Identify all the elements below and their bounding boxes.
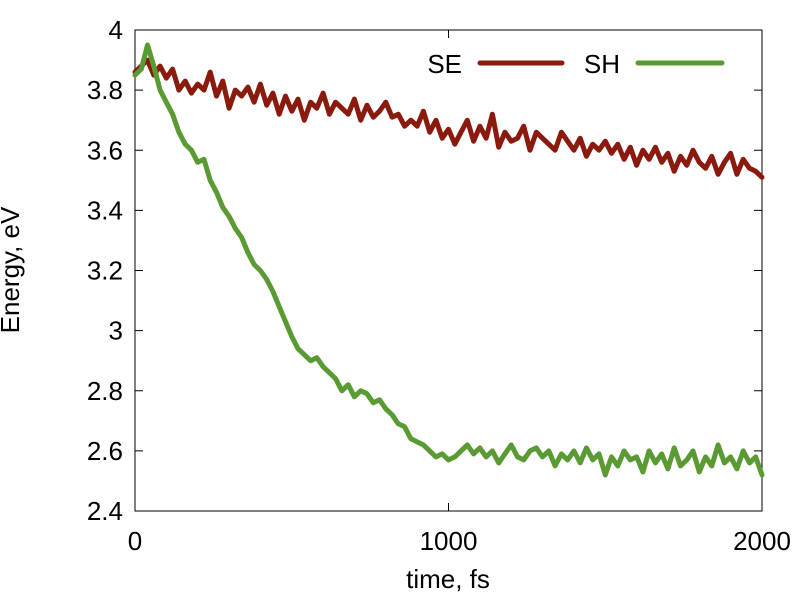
legend-label-se: SE bbox=[427, 49, 462, 79]
y-tick-label: 3.8 bbox=[87, 75, 123, 105]
y-tick-label: 2.6 bbox=[87, 436, 123, 466]
x-axis: 0 1000 2000 bbox=[128, 30, 791, 556]
y-tick-label: 2.8 bbox=[87, 376, 123, 406]
plot-area bbox=[132, 42, 765, 478]
y-tick-label: 2.4 bbox=[87, 496, 123, 526]
x-tick-label: 1000 bbox=[420, 526, 478, 556]
x-axis-title: time, fs bbox=[406, 564, 490, 594]
x-tick-label: 0 bbox=[128, 526, 142, 556]
series-line-se bbox=[132, 57, 765, 180]
x-tick-label: 2000 bbox=[733, 526, 791, 556]
y-tick-label: 3 bbox=[109, 316, 123, 346]
legend: SE SH bbox=[427, 49, 725, 79]
y-tick-label: 3.2 bbox=[87, 256, 123, 286]
y-tick-label: 4 bbox=[109, 15, 123, 45]
y-axis: 2.4 2.6 2.8 3 3.2 3.4 3.6 3.8 4 bbox=[87, 15, 762, 526]
series-line-sh bbox=[132, 42, 765, 478]
y-tick-label: 3.4 bbox=[87, 195, 123, 225]
y-tick-label: 3.6 bbox=[87, 135, 123, 165]
y-axis-title: Energy, eV bbox=[0, 206, 25, 333]
legend-label-sh: SH bbox=[584, 49, 620, 79]
